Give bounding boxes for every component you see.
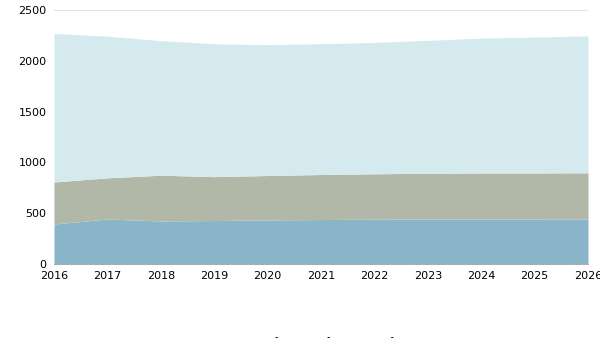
Legend: 1 år, 2 år, 3-5 år: 1 år, 2 år, 3-5 år [238, 334, 404, 338]
